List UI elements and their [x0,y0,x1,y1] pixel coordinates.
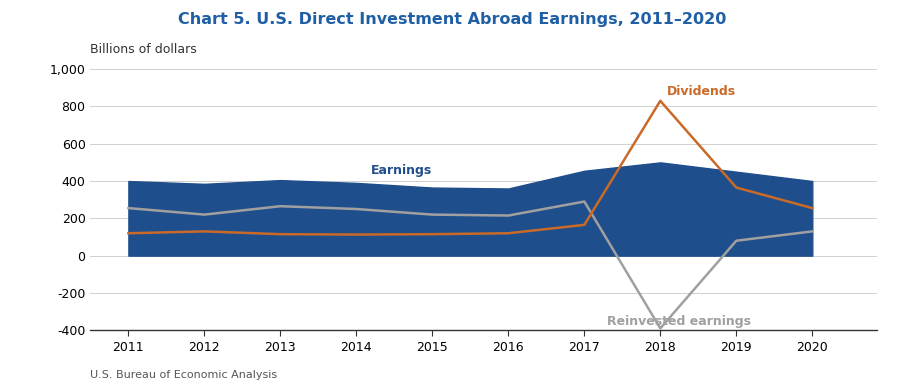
Text: Earnings: Earnings [371,164,433,177]
Text: Chart 5. U.S. Direct Investment Abroad Earnings, 2011–2020: Chart 5. U.S. Direct Investment Abroad E… [178,12,725,26]
Text: Reinvested earnings: Reinvested earnings [607,315,750,328]
Text: Billions of dollars: Billions of dollars [90,43,197,56]
Text: Dividends: Dividends [666,85,735,98]
Text: U.S. Bureau of Economic Analysis: U.S. Bureau of Economic Analysis [90,370,277,380]
